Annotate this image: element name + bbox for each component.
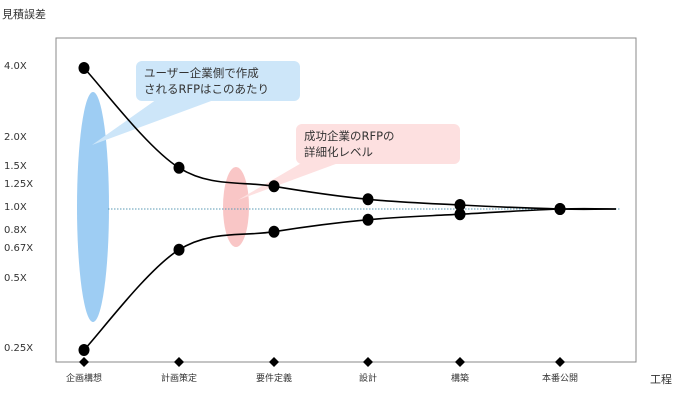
x-tick-label: 構築 [450, 374, 470, 384]
y-tick-label: 0.5X [4, 272, 27, 284]
lower-data-point [454, 208, 466, 221]
rfp-success-callout: 成功企業のRFPの 詳細化レベル [296, 124, 460, 164]
x-tick-label: 本番公開 [541, 374, 579, 384]
callout-line: ユーザー企業側で作成 [144, 66, 259, 80]
x-tick-label: 設計 [358, 374, 378, 384]
y-tick-label: 0.25X [4, 343, 34, 354]
y-tick-label: 4.0X [4, 61, 27, 72]
x-axis-diamond-marker [455, 357, 465, 367]
y-axis-title: 見積誤差 [2, 8, 46, 21]
x-axis-diamond-marker [363, 357, 373, 367]
y-tick-label: 1.5X [4, 160, 27, 172]
callout-pointer [92, 97, 222, 145]
x-tick-label: 計画策定 [160, 374, 198, 384]
rfp-user-range-ellipse [77, 92, 109, 322]
x-axis-diamond-marker [269, 357, 279, 367]
x-tick-label: 企画構想 [65, 374, 103, 384]
lower-data-point [554, 203, 566, 215]
y-tick-label: 0.8X [4, 224, 27, 236]
x-axis-title: 工程 [650, 373, 672, 386]
upper-data-point [362, 193, 374, 206]
callout-pointer [238, 158, 352, 200]
y-tick-label: 1.25X [4, 179, 34, 191]
callout-line: されるRFPはこのあたり [144, 82, 270, 96]
upper-data-point [78, 62, 90, 74]
upper-data-point [268, 180, 280, 193]
rfp-success-range-ellipse [223, 167, 249, 247]
lower-data-point [362, 213, 374, 226]
y-tick-label: 1.0X [4, 202, 27, 213]
x-tick-label: 要件定義 [255, 374, 293, 384]
rfp-user-callout: ユーザー企業側で作成 されるRFPはこのあたり [136, 61, 300, 101]
upper-data-point [173, 161, 185, 174]
upper-data-point [454, 199, 466, 212]
lower-data-point [173, 243, 185, 256]
y-tick-label: 0.67X [4, 242, 34, 254]
x-axis-diamond-marker [555, 357, 565, 367]
lower-data-point [268, 225, 280, 238]
callout-line: 成功企業のRFPの [304, 129, 395, 143]
x-axis-diamond-marker [79, 357, 89, 367]
lower-series-line [83, 207, 617, 351]
callout-line: 詳細化レベル [304, 145, 373, 159]
x-axis-diamond-marker [174, 357, 184, 367]
lower-data-point [78, 344, 90, 356]
y-tick-label: 2.0X [4, 131, 27, 143]
